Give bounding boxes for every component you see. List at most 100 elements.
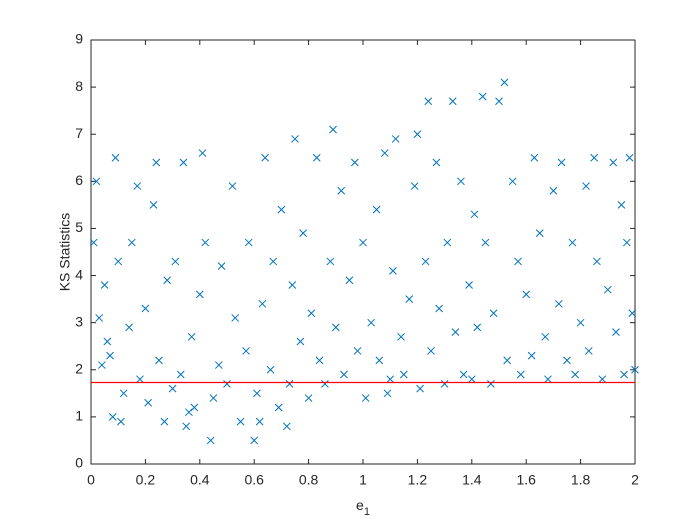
point [285,380,294,388]
y-tick-label: 8 [75,78,83,94]
plot-area [90,39,636,465]
point [291,135,299,143]
point [443,238,452,247]
point [329,125,337,134]
y-tick-label: 9 [75,31,83,47]
point [160,417,169,426]
point [261,153,269,162]
x-axis-label-subscript: 1 [364,506,370,518]
point [622,238,631,247]
point [312,153,321,162]
point [149,201,158,209]
point [331,323,340,332]
point [321,380,329,388]
point [307,309,316,318]
point [119,389,128,398]
point [353,347,362,355]
point [590,153,599,162]
y-tick-label: 2 [75,360,83,376]
point [168,384,177,393]
point [195,290,204,299]
point [576,318,585,327]
point [187,332,196,341]
point [568,238,577,247]
point [190,403,199,412]
point [144,398,152,407]
point [448,97,457,106]
point [516,370,525,379]
x-tick-label: 1.8 [571,472,591,488]
point [612,328,620,336]
point [163,276,172,285]
point [201,238,210,247]
point [500,78,509,87]
point [288,281,297,289]
point [380,149,389,157]
x-tick-label: 0.2 [136,472,156,488]
point [176,370,185,379]
point [435,304,444,313]
point [470,210,479,219]
point [549,186,558,195]
point [399,370,408,379]
point [125,323,133,332]
point [255,417,264,426]
point [117,417,125,426]
point [361,394,370,402]
point [617,201,626,209]
x-axis-label: e1 [356,497,370,518]
point [563,356,571,365]
point [179,158,188,167]
y-tick-label: 1 [75,408,83,424]
point [350,158,359,167]
point [209,394,218,402]
point [236,417,245,426]
x-tick-label: 0.8 [299,472,319,488]
point [299,229,308,238]
point [427,347,435,355]
point [457,177,465,186]
point [383,389,392,398]
point [250,436,259,445]
y-tick-label: 3 [75,313,83,329]
x-tick-label: 0.4 [190,472,210,488]
point [625,153,634,162]
point [114,257,123,266]
point [467,375,476,384]
point [489,309,498,318]
x-tick-label: 2 [631,472,639,488]
y-tick-label: 7 [75,125,83,141]
point [171,257,180,266]
y-tick-label: 6 [75,172,83,188]
point [413,130,422,139]
x-tick-label: 1.2 [408,472,428,488]
point [277,205,286,214]
point [473,323,482,332]
point [389,266,397,275]
point [367,318,376,327]
point [421,257,430,266]
point [465,281,473,289]
point [269,257,278,266]
point [100,281,109,289]
point [103,337,112,346]
point [541,332,550,341]
x-tick-label: 1.6 [516,472,536,488]
point [337,186,346,195]
point [375,356,384,365]
point [503,356,512,365]
x-tick-label: 0.6 [244,472,264,488]
point [136,375,144,384]
point [253,389,261,398]
y-tick-label: 4 [75,266,83,282]
point [603,285,612,294]
point [106,351,114,360]
point [481,238,490,247]
point [582,182,590,190]
point [620,370,628,379]
point [296,337,305,346]
point [544,375,552,384]
point [631,365,639,374]
point [345,276,354,285]
